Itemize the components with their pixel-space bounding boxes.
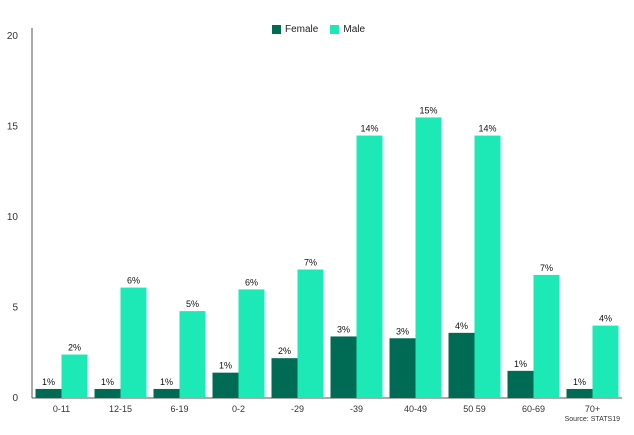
x-tick-label: 12-15 (109, 404, 132, 414)
bar-male (592, 325, 619, 398)
data-label-female: 1% (219, 361, 232, 371)
legend-swatch-female (272, 25, 281, 34)
bar-female (271, 358, 298, 398)
data-label-female: 3% (396, 326, 409, 336)
x-tick-label: 0-2 (232, 404, 245, 414)
y-tick-label: 0 (12, 393, 18, 404)
data-label-male: 5% (186, 299, 199, 309)
data-label-female: 1% (160, 377, 173, 387)
bar-female (507, 370, 534, 398)
data-label-female: 1% (101, 377, 114, 387)
data-label-male: 14% (360, 124, 378, 134)
y-tick-label: 15 (7, 122, 19, 133)
x-tick-label: 60-69 (522, 404, 545, 414)
data-label-female: 4% (455, 321, 468, 331)
bar-female (35, 388, 62, 398)
data-label-male: 7% (304, 257, 317, 267)
source-note: Source: STATS19 (564, 416, 620, 423)
bar-female (389, 338, 416, 398)
data-label-male: 4% (599, 314, 612, 324)
data-label-male: 15% (419, 105, 437, 115)
x-tick-label: -29 (291, 404, 304, 414)
data-labels: 1% 2% 1% 6% 1% 5% 1% 6% 2% 7% 3% 14% 3% 15% 4% 14% 1% 7% 1… (42, 105, 612, 387)
x-tick-label: 40-49 (404, 404, 427, 414)
data-label-male: 6% (245, 277, 258, 287)
bar-female (330, 336, 357, 398)
bar-male (179, 311, 206, 398)
bar-female (212, 372, 239, 398)
bar-male (297, 269, 324, 398)
data-label-male: 7% (540, 263, 553, 273)
bar-male (415, 117, 442, 398)
bar-male (238, 289, 265, 398)
x-tick-label: 6-19 (170, 404, 188, 414)
x-tick-label: 50 59 (463, 404, 486, 414)
x-tick-label: 0-11 (53, 404, 70, 414)
legend-label-male: Male (343, 24, 366, 35)
bar-male (474, 135, 501, 399)
data-label-male: 2% (68, 343, 81, 353)
y-tick-label: 5 (12, 303, 18, 314)
bar-female (153, 388, 180, 398)
legend: Female Male (272, 24, 365, 35)
bar-male (120, 287, 147, 398)
data-label-female: 1% (573, 377, 586, 387)
bars (35, 117, 619, 399)
y-tick-label: 20 (7, 31, 19, 42)
data-label-female: 1% (42, 377, 55, 387)
legend-item-female: Female (272, 24, 318, 35)
bar-female (94, 388, 121, 398)
legend-item-male: Male (330, 24, 365, 35)
x-tick-label: -39 (350, 404, 363, 414)
y-tick-label: 10 (7, 212, 19, 223)
bar-male (61, 354, 88, 398)
data-label-female: 3% (337, 324, 350, 334)
data-label-female: 1% (514, 359, 527, 369)
x-tick-label: 70+ (585, 404, 600, 414)
bar-male (356, 135, 383, 399)
data-label-male: 14% (478, 124, 496, 134)
legend-label-female: Female (285, 24, 319, 35)
data-label-female: 2% (278, 346, 291, 356)
bar-female (448, 332, 475, 398)
data-label-male: 6% (127, 276, 140, 286)
bar-male (533, 274, 560, 398)
bar-female (566, 388, 593, 398)
legend-swatch-male (330, 25, 340, 34)
